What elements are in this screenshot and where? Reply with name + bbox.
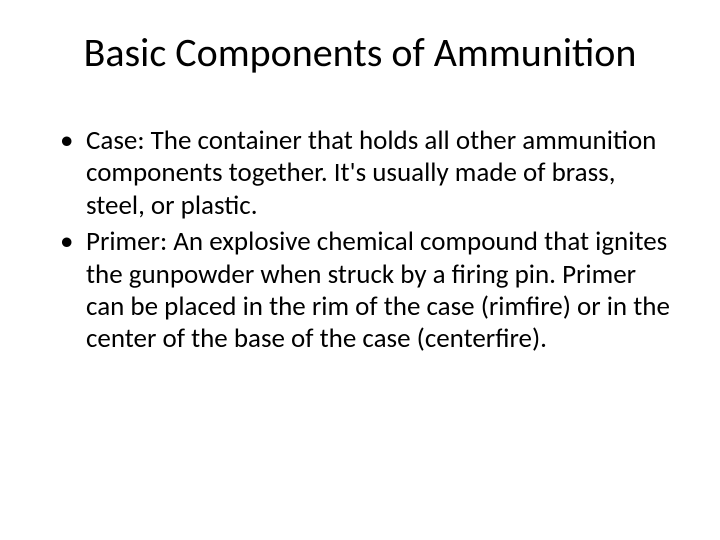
list-item: Case: The container that holds all other… [60,125,672,222]
bullet-list: Case: The container that holds all other… [48,125,672,356]
list-item: Primer: An explosive chemical compound t… [60,226,672,356]
slide-title: Basic Components of Ammunition [48,28,672,77]
slide: Basic Components of Ammunition Case: The… [0,0,720,540]
